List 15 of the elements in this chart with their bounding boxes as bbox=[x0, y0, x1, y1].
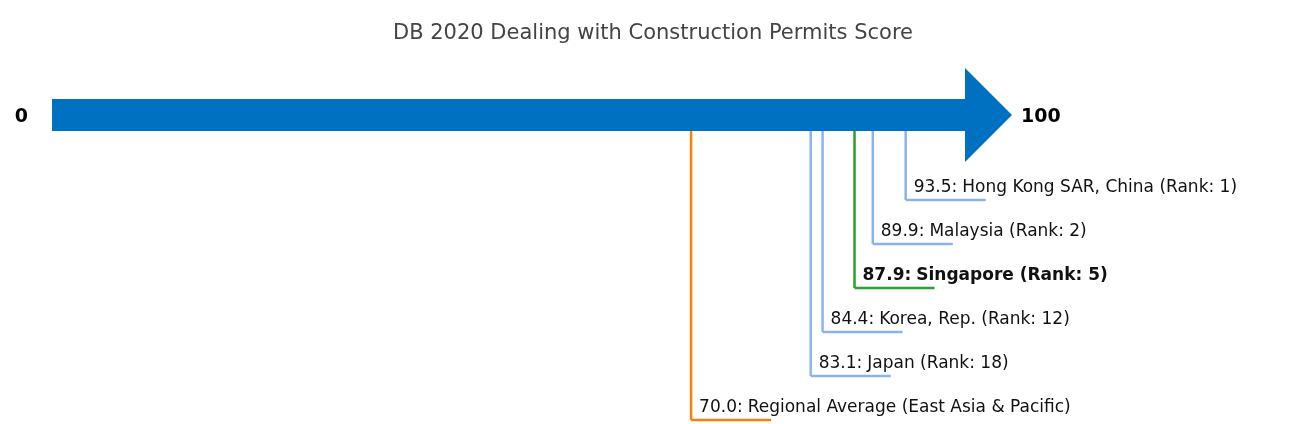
data-label: 84.4: bbox=[830, 308, 875, 328]
data-label: 93.5: bbox=[913, 176, 958, 196]
category-label: Malaysia (Rank: 2) bbox=[929, 220, 1087, 240]
category-label: Japan (Rank: 18) bbox=[866, 352, 1009, 372]
category-label: Korea, Rep. (Rank: 12) bbox=[879, 308, 1070, 328]
data-label: 70.0: bbox=[699, 396, 743, 416]
text: 100 bbox=[1021, 104, 1061, 126]
category-label: Hong Kong SAR, China (Rank: 1) bbox=[962, 176, 1238, 196]
category-label: Singapore (Rank: 5) bbox=[916, 264, 1108, 284]
data-label: 89.9: bbox=[880, 220, 925, 240]
category-label: Regional Average (East Asia & Pacific) bbox=[747, 396, 1071, 416]
data-label: 87.9: bbox=[862, 264, 912, 284]
text: DB 2020 Dealing with Construction Permits Score bbox=[392, 20, 914, 44]
data-label: 83.1: bbox=[818, 352, 863, 372]
text: 0 bbox=[14, 104, 28, 126]
